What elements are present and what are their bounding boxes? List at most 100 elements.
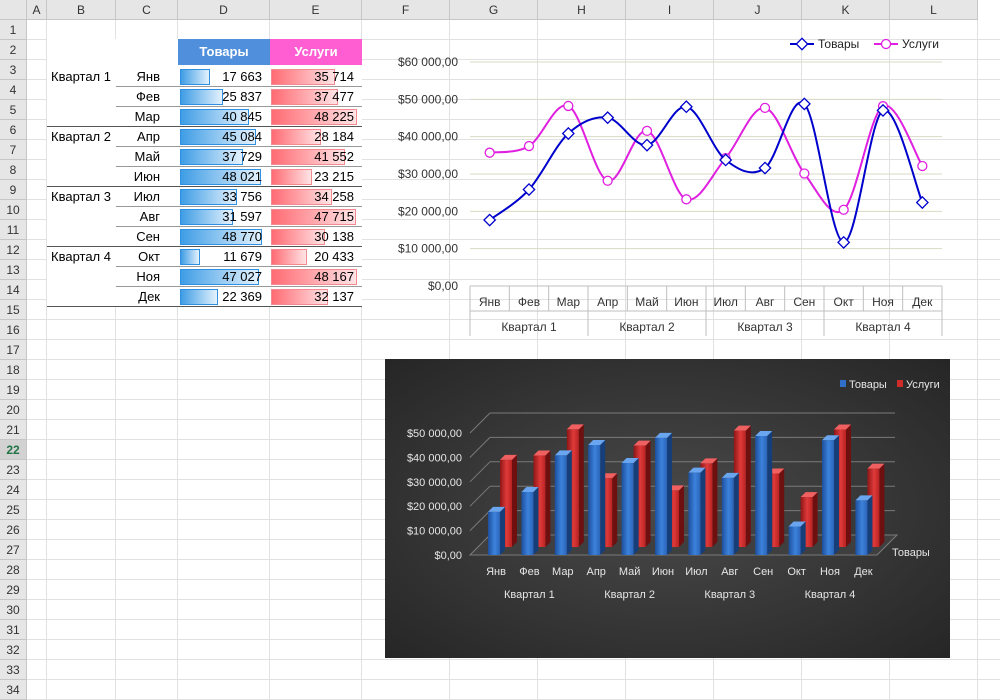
row-header-15[interactable]: 15 (0, 300, 27, 320)
goods-value[interactable]: 25 837 (222, 89, 262, 104)
column-header-E[interactable]: E (270, 0, 362, 20)
services-value[interactable]: 28 184 (314, 129, 354, 144)
services-value[interactable]: 34 258 (314, 189, 354, 204)
row-header-7[interactable]: 7 (0, 140, 27, 160)
goods-value[interactable]: 17 663 (222, 69, 262, 84)
goods-value[interactable]: 40 845 (222, 109, 262, 124)
month-label[interactable]: Сен (136, 229, 160, 244)
services-value[interactable]: 48 225 (314, 109, 354, 124)
column-header-I[interactable]: I (626, 0, 714, 20)
row-header-19[interactable]: 19 (0, 380, 27, 400)
column-header-K[interactable]: K (802, 0, 890, 20)
month-label[interactable]: Июн (133, 169, 160, 184)
services-value[interactable]: 41 552 (314, 149, 354, 164)
goods-bar-top (721, 472, 739, 478)
column-header-D[interactable]: D (178, 0, 270, 20)
row-header-8[interactable]: 8 (0, 160, 27, 180)
quarter-label[interactable]: Квартал 3 (51, 189, 111, 204)
row-header-29[interactable]: 29 (0, 580, 27, 600)
row-header-21[interactable]: 21 (0, 420, 27, 440)
column-header-L[interactable]: L (890, 0, 978, 20)
goods-point (483, 213, 497, 227)
services-value[interactable]: 20 433 (314, 249, 354, 264)
month-label[interactable]: Ноя (136, 269, 160, 284)
bar-chart-3d[interactable]: $0,00 $10 000,00 $20 000,00 $30 000,00 $40 0… (385, 359, 950, 658)
gridline-row (27, 679, 1000, 680)
goods-bar-side (800, 521, 806, 555)
goods-value[interactable]: 31 597 (222, 209, 262, 224)
row-header-26[interactable]: 26 (0, 520, 27, 540)
services-point (917, 160, 928, 172)
month-label[interactable]: Май (134, 149, 160, 164)
column-header-H[interactable]: H (538, 0, 626, 20)
column-header-C[interactable]: C (116, 0, 178, 20)
month-label[interactable]: Мар (134, 109, 160, 124)
row-header-11[interactable]: 11 (0, 220, 27, 240)
quarter-label[interactable]: Квартал 4 (51, 249, 111, 264)
month-label[interactable]: Окт (138, 249, 160, 264)
goods-value[interactable]: 45 084 (222, 129, 262, 144)
services-value[interactable]: 30 138 (314, 229, 354, 244)
depth-axis-label: Товары (892, 547, 930, 559)
services-value[interactable]: 37 477 (314, 89, 354, 104)
goods-value[interactable]: 33 756 (222, 189, 262, 204)
services-value[interactable]: 35 714 (314, 69, 354, 84)
row-header-14[interactable]: 14 (0, 280, 27, 300)
month-label[interactable]: Июл (133, 189, 160, 204)
row-header-24[interactable]: 24 (0, 480, 27, 500)
goods-value[interactable]: 48 021 (222, 169, 262, 184)
row-header-10[interactable]: 10 (0, 200, 27, 220)
row-header-1[interactable]: 1 (0, 20, 27, 40)
row-header-22[interactable]: 22 (0, 440, 27, 460)
column-header-B[interactable]: B (47, 0, 116, 20)
header-goods[interactable]: Товары (178, 39, 270, 65)
month-label[interactable]: Авг (139, 209, 160, 224)
column-header-F[interactable]: F (362, 0, 450, 20)
goods-value[interactable]: 48 770 (222, 229, 262, 244)
row-header-23[interactable]: 23 (0, 460, 27, 480)
month-label[interactable]: Дек (138, 289, 160, 304)
month-label[interactable]: Фев (135, 89, 160, 104)
goods-point (719, 153, 733, 167)
month-label[interactable]: Апр (137, 129, 160, 144)
row-header-25[interactable]: 25 (0, 500, 27, 520)
row-header-18[interactable]: 18 (0, 360, 27, 380)
row-header-13[interactable]: 13 (0, 260, 27, 280)
line-chart[interactable]: $0,00 $10 000,00 $20 000,00 $30 000,00 $40 0… (386, 30, 956, 340)
services-value[interactable]: 23 215 (314, 169, 354, 184)
x-tick-label: Дек (912, 295, 933, 309)
goods-value[interactable]: 37 729 (222, 149, 262, 164)
header-services[interactable]: Услуги (270, 39, 362, 65)
row-header-2[interactable]: 2 (0, 40, 27, 60)
row-header-28[interactable]: 28 (0, 560, 27, 580)
row-header-30[interactable]: 30 (0, 600, 27, 620)
goods-value[interactable]: 47 027 (222, 269, 262, 284)
row-header-12[interactable]: 12 (0, 240, 27, 260)
row-header-9[interactable]: 9 (0, 180, 27, 200)
row-header-27[interactable]: 27 (0, 540, 27, 560)
row-header-5[interactable]: 5 (0, 100, 27, 120)
column-header-A[interactable]: A (27, 0, 47, 20)
quarter-label[interactable]: Квартал 1 (51, 69, 111, 84)
row-header-3[interactable]: 3 (0, 60, 27, 80)
goods-value[interactable]: 22 369 (222, 289, 262, 304)
column-header-J[interactable]: J (714, 0, 802, 20)
row-header-33[interactable]: 33 (0, 660, 27, 680)
services-value[interactable]: 47 715 (314, 209, 354, 224)
row-header-32[interactable]: 32 (0, 640, 27, 660)
month-label[interactable]: Янв (136, 69, 160, 84)
services-value[interactable]: 48 167 (314, 269, 354, 284)
row-header-31[interactable]: 31 (0, 620, 27, 640)
row-header-17[interactable]: 17 (0, 340, 27, 360)
row-header-20[interactable]: 20 (0, 400, 27, 420)
select-all-corner[interactable] (0, 0, 27, 20)
row-header-4[interactable]: 4 (0, 80, 27, 100)
row-header-34[interactable]: 34 (0, 680, 27, 700)
column-header-G[interactable]: G (450, 0, 538, 20)
quarter-label[interactable]: Квартал 2 (51, 129, 111, 144)
row-header-6[interactable]: 6 (0, 120, 27, 140)
row-header-16[interactable]: 16 (0, 320, 27, 340)
goods-value[interactable]: 11 679 (223, 249, 262, 264)
services-value[interactable]: 32 137 (314, 289, 354, 304)
